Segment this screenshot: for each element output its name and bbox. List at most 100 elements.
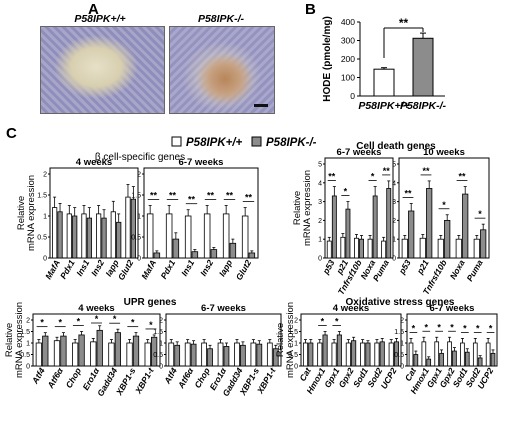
chart-upr-67wk-bar (217, 342, 224, 367)
chart-b-bar (373, 68, 395, 97)
chart-upr-4wk-bar (126, 342, 133, 367)
chart-ox-67wk-bar (434, 341, 440, 367)
chart-ox-4wk-y-label: mRNA expression (285, 302, 296, 378)
chart-death-10wk-bar (480, 229, 487, 259)
chart-beta-67wk-category-label: Iapp (217, 258, 234, 278)
chart-upr-4wk-bar (35, 342, 42, 367)
chart-ox-4wk-tick-label: 1 (294, 341, 298, 348)
chart-ox-67wk-bar (464, 351, 470, 367)
chart-beta-4wk-bar (52, 207, 58, 259)
chart-ox-67wk-tick-label: 1 (400, 341, 404, 348)
chart-beta-67wk-bar (248, 252, 256, 259)
chart-beta-4wk-bar (110, 211, 116, 259)
chart-beta-4wk-tick-label: 1.5 (37, 193, 47, 200)
chart-upr-4wk-tick-label: 0 (26, 364, 30, 371)
chart-death-67wk-frame (324, 157, 394, 259)
chart-upr-4wk-significance: * (131, 318, 135, 328)
chart-beta-4wk-bar (96, 213, 102, 259)
chart-beta-4wk-bar (66, 213, 72, 259)
chart-upr-4wk-category-label: Atf6α (45, 365, 65, 390)
chart-ox-67wk-bar (408, 342, 414, 367)
chart-beta-67wk-category-label: Ins2 (198, 258, 215, 278)
chart-beta-67wk-bar (165, 213, 173, 259)
chart-ox-4wk-bar (351, 340, 357, 367)
chart-death-67wk-tick-label: 0 (318, 256, 322, 263)
chart-beta-4wk-bar (57, 211, 63, 259)
chart-upr-67wk-bar (256, 343, 263, 367)
chart-death-67wk-bar (331, 195, 337, 259)
chart-death-10wk-significance: * (442, 200, 446, 210)
chart-ox-67wk-bar (452, 350, 457, 367)
chart-death-67wk-bar (381, 240, 387, 259)
chart-ox-67wk-significance: * (425, 322, 429, 332)
chart-beta-67wk-bar (172, 238, 180, 259)
chart-b-tick-label: 200 (341, 54, 355, 64)
chart-death-67wk-category-label: p53 (320, 258, 337, 277)
chart-beta-4wk-subtitle: 4 weeks (76, 157, 112, 168)
legend-label-knockout: P58IPK-/- (266, 137, 317, 149)
chart-ox-4wk-bar (308, 342, 314, 367)
chart-upr-4wk-tick-label: 2 (26, 318, 30, 325)
chart-upr-4wk-bar (78, 334, 85, 367)
chart-ox-4wk-bar (317, 342, 323, 367)
chart-ox-67wk-significance: * (437, 322, 441, 332)
chart-beta-67wk-bar (191, 251, 199, 259)
micrograph-label-wildtype: P58IPK+/+ (74, 13, 125, 25)
micrograph-knockout (169, 26, 275, 114)
chart-ox-4wk-bar (302, 342, 309, 367)
chart-beta-4wk-frame (49, 167, 139, 259)
chart-death-67wk-bar (354, 237, 359, 259)
chart-beta-67wk-bar (203, 213, 211, 259)
chart-beta-67wk-category-label: MafA (139, 258, 158, 281)
chart-upr-67wk-bar (223, 346, 230, 367)
panel-label-a: A (88, 1, 99, 18)
chart-ox-67wk-bar (477, 357, 483, 367)
chart-death-67wk-bar (326, 240, 332, 259)
chart-upr-4wk-frame (32, 313, 161, 367)
chart-death-10wk-significance: ** (404, 188, 412, 198)
chart-death-10wk-tick-label: 0 (392, 256, 396, 263)
chart-death-67wk-bar (372, 195, 378, 259)
chart-upr-67wk: 6-7 weeks00.511.52Atf4Atf6αChopEro1αGadd… (153, 303, 282, 398)
legend: P58IPK+/+ P58IPK-/- (171, 136, 317, 149)
chart-upr-67wk-bar (207, 348, 213, 367)
chart-death-67wk-y-label: mRNA expression (302, 170, 313, 246)
chart-death-10wk-frame (398, 157, 490, 259)
chart-upr-67wk-category-label: Atf6α (175, 365, 195, 390)
chart-death-10wk-subtitle: 10 weeks (423, 147, 465, 158)
chart-death-10wk-bar (444, 219, 451, 259)
chart-upr-4wk-bar (42, 335, 49, 367)
legend-label-wildtype: P58IPK+/+ (186, 137, 243, 149)
chart-death-67wk-tick-label: 5 (318, 162, 322, 169)
chart-ox-67wk-significance: * (450, 322, 454, 332)
chart-death-67wk-y-label: Relative (292, 191, 303, 225)
chart-beta-67wk-significance: ** (150, 191, 158, 201)
chart-upr-67wk-frame (165, 313, 282, 367)
legend-swatch-wildtype (171, 136, 182, 147)
chart-upr-67wk-bar (201, 342, 207, 367)
chart-beta-67wk-category-label: Pdx1 (158, 258, 177, 281)
chart-ox-67wk-bar (413, 354, 419, 367)
chart-ox-67wk-tick-label: 0.5 (394, 352, 404, 359)
chart-upr-4wk-significance: * (113, 314, 117, 324)
chart-death-10wk-bar (408, 210, 415, 259)
chart-upr-67wk-bar (266, 342, 273, 367)
chart-b-tick-label: 300 (341, 36, 355, 46)
chart-upr-67wk-tick-label: 2 (159, 318, 163, 325)
chart-ox-4wk-significance: * (321, 317, 325, 327)
chart-upr-67wk-tick-label: 1.5 (153, 329, 163, 336)
chart-upr-67wk-bar (174, 344, 181, 367)
chart-ox-4wk-bar (388, 342, 394, 367)
chart-death-67wk-bar (367, 238, 373, 259)
chart-upr-4wk-significance: * (95, 314, 99, 324)
chart-beta-67wk-bar (229, 242, 237, 259)
chart-upr-67wk-subtitle: 6-7 weeks (201, 303, 246, 314)
chart-b-tick-label: 0 (350, 91, 355, 101)
chart-upr-4wk-tick-label: 1.5 (20, 329, 30, 336)
chart-beta-67wk-bar (222, 213, 230, 259)
chart-b-significance: ** (399, 16, 409, 30)
chart-upr-4wk-tick-label: 0.5 (20, 352, 30, 359)
chart-upr-4wk-bar (90, 341, 97, 367)
